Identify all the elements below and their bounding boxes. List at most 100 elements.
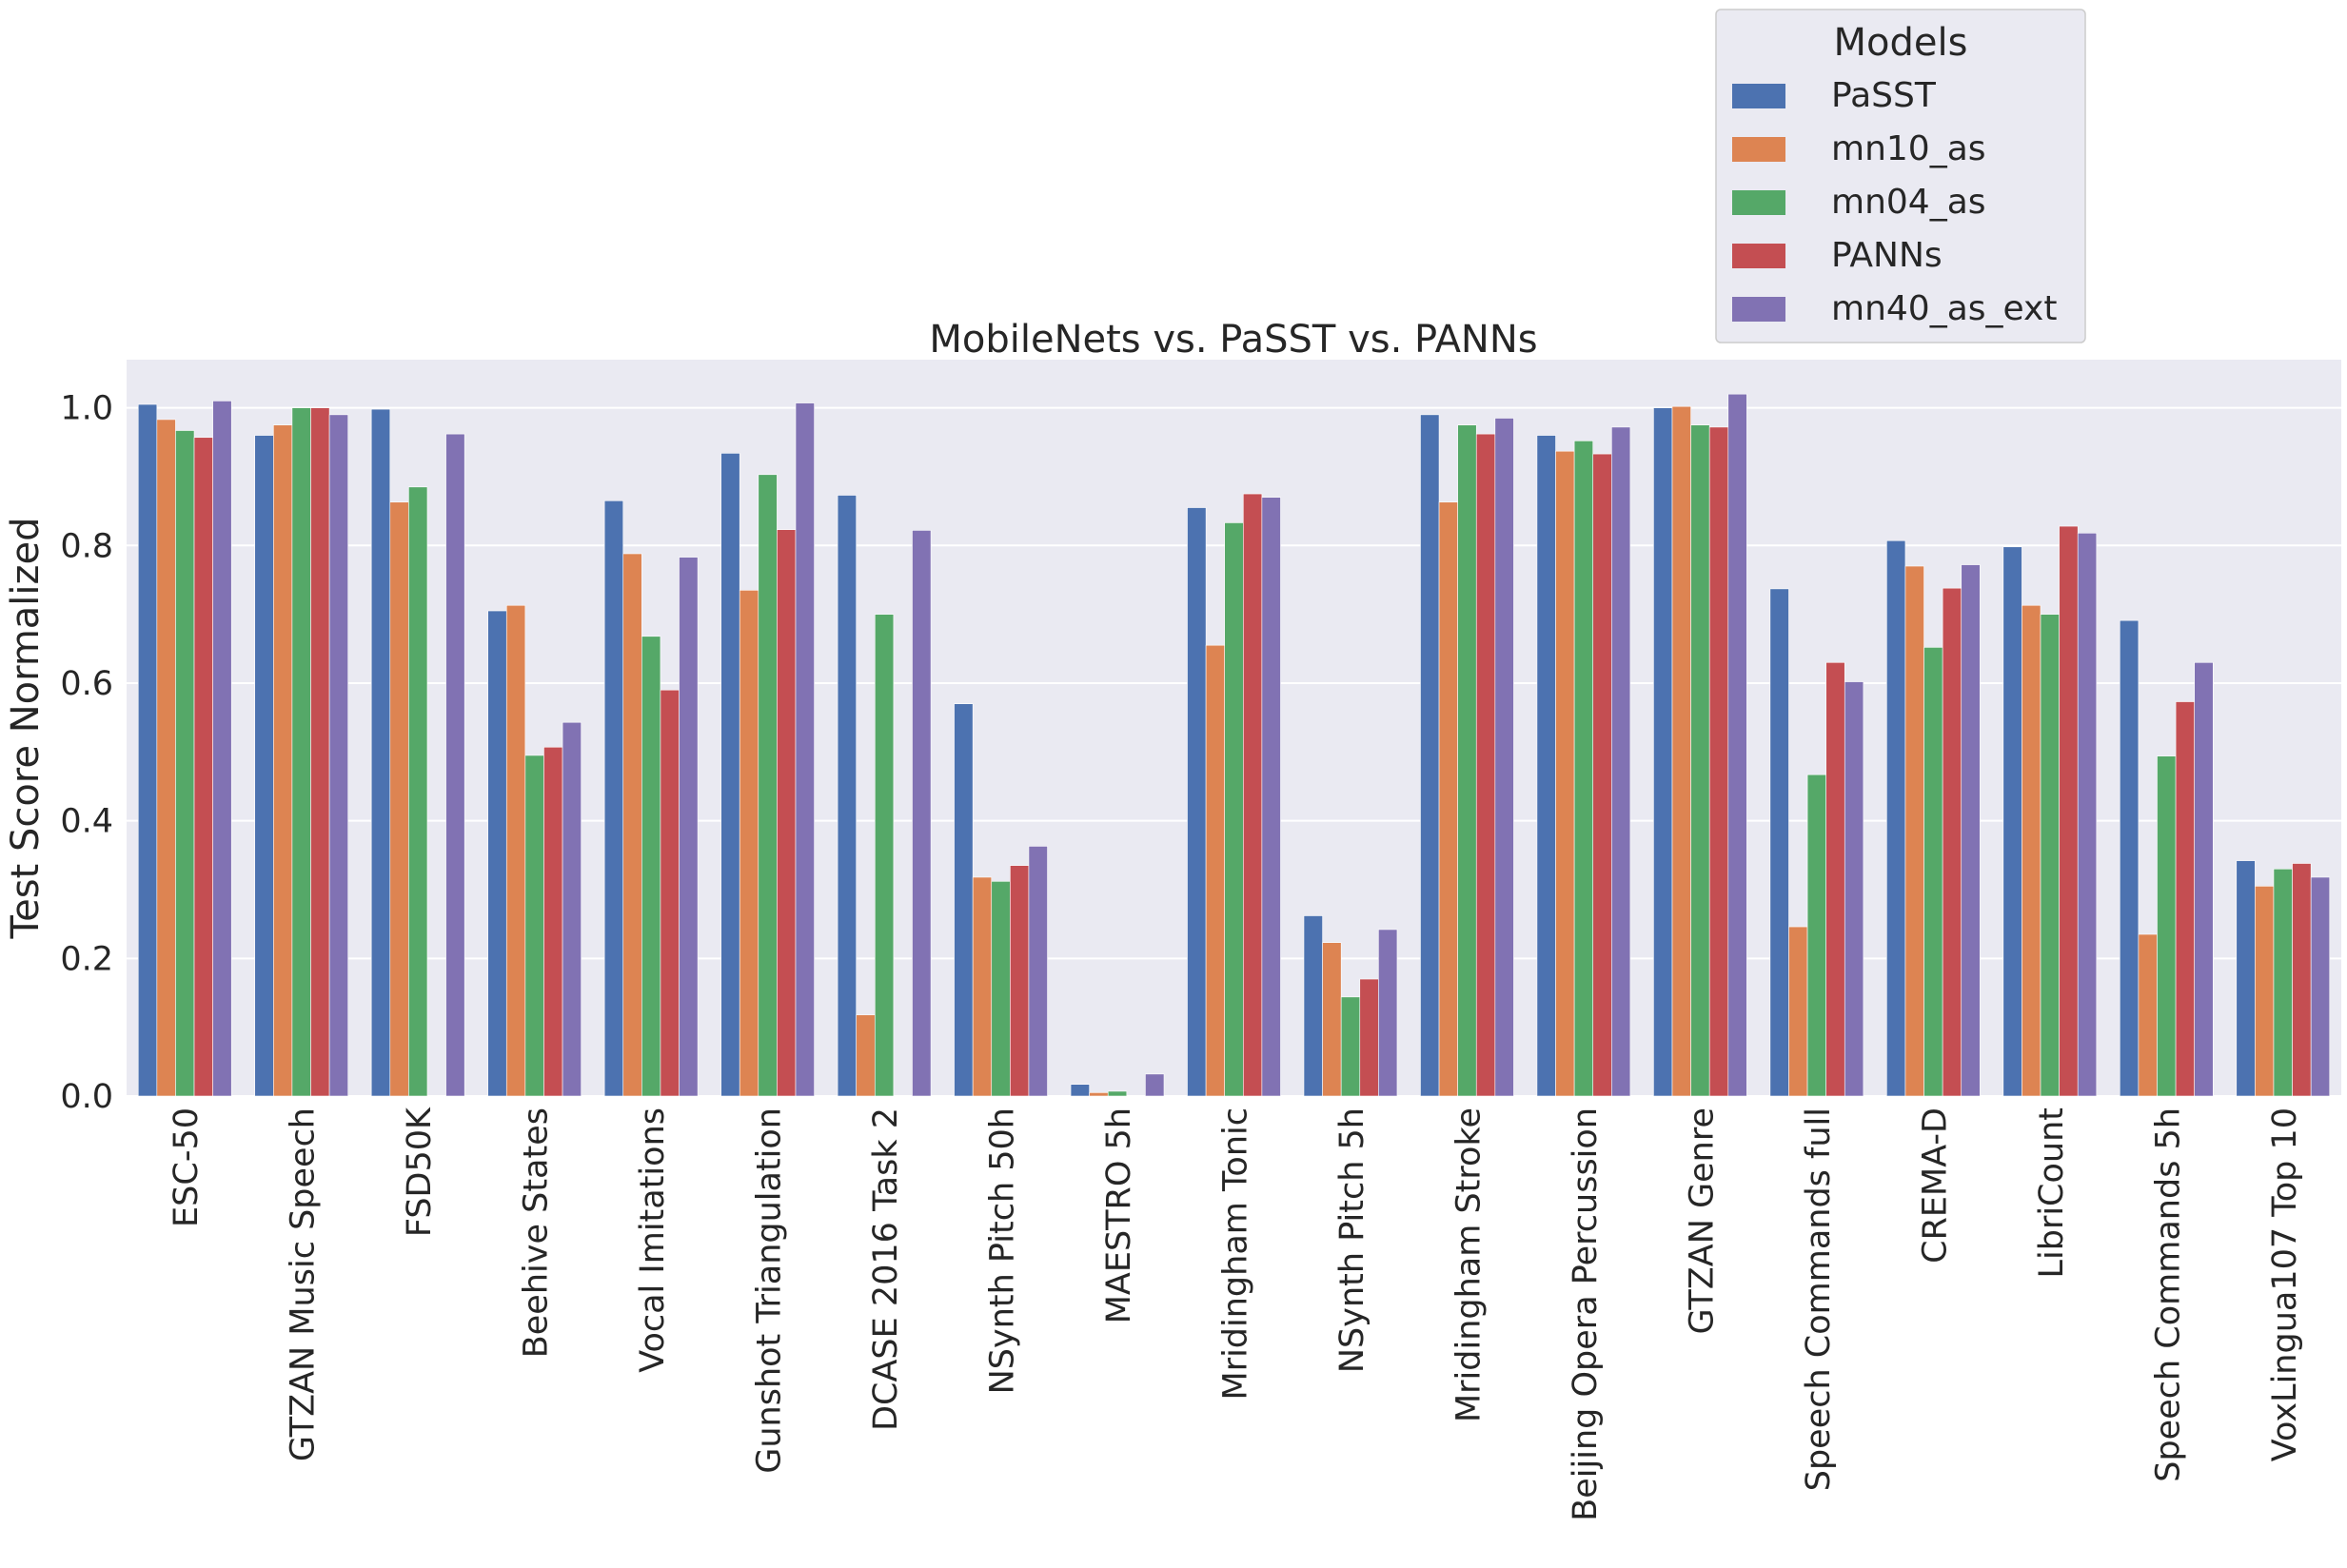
- bar-mn10-as: [1438, 501, 1458, 1097]
- bar-mn40-as-ext: [562, 721, 582, 1097]
- bar-mn40-as-ext: [2194, 661, 2214, 1097]
- x-tick-label: FSD50K: [401, 1107, 439, 1237]
- x-tick-label: Beehive States: [518, 1107, 556, 1358]
- bar-mn10-as: [1555, 450, 1575, 1097]
- bar-mn10-as: [1671, 405, 1691, 1097]
- bar-mn10-as: [1322, 942, 1342, 1097]
- legend-items: PaSST mn10_as mn04_as PANNs mn40_as_ext: [1732, 76, 2057, 328]
- bar-mn40-as-ext: [1961, 564, 1981, 1097]
- chart-title: MobileNets vs. PaSST vs. PANNs: [929, 318, 1537, 362]
- legend: Models PaSST mn10_as mn04_as PANNs mn40_as_e…: [1715, 9, 2086, 343]
- x-tick-label: Vocal Imitations: [634, 1107, 672, 1373]
- y-tick-label: 0.2: [60, 940, 113, 978]
- bar-panns: [777, 529, 797, 1097]
- y-tick-label: 0.0: [60, 1078, 113, 1116]
- x-ticks: ESC-50 GTZAN Music Speech FSD50K Beehive St…: [168, 1107, 2304, 1521]
- bar-mn10-as: [1788, 926, 1808, 1097]
- bar-mn04-as: [1457, 424, 1477, 1097]
- bar-panns: [1825, 661, 1845, 1097]
- bar-mn04-as: [1107, 1090, 1128, 1097]
- legend-swatch: [1732, 137, 1785, 162]
- bar-mn04-as: [1340, 996, 1361, 1097]
- y-tick-label: 0.4: [60, 803, 113, 841]
- y-axis-label: Test Score Normalized: [4, 517, 48, 939]
- x-tick-label: GTZAN Music Speech: [285, 1107, 323, 1461]
- bar-mn10-as: [1205, 644, 1226, 1097]
- legend-label: mn10_as: [1831, 129, 1986, 168]
- bar-passt: [1070, 1084, 1090, 1097]
- bar-mn04-as: [291, 407, 311, 1097]
- y-tick-label: 0.6: [60, 665, 113, 703]
- bar-mn40-as-ext: [1494, 418, 1514, 1097]
- bar-mn10-as: [389, 501, 409, 1097]
- bar-panns: [2059, 525, 2079, 1097]
- legend-swatch: [1732, 190, 1785, 215]
- legend-swatch: [1732, 84, 1785, 108]
- legend-title: Models: [1834, 21, 1968, 65]
- bar-mn10-as: [2022, 604, 2041, 1097]
- bar-panns: [2175, 701, 2195, 1097]
- bar-mn04-as: [1923, 647, 1943, 1097]
- bar-passt: [1187, 507, 1207, 1097]
- x-tick-label: NSynth Pitch 50h: [984, 1107, 1022, 1394]
- bar-mn04-as: [2157, 755, 2177, 1097]
- bar-mn40-as-ext: [1378, 929, 1398, 1097]
- legend-box: [1715, 9, 2086, 343]
- bar-panns: [2292, 863, 2312, 1097]
- bar-mn40-as-ext: [445, 433, 465, 1097]
- bar-mn04-as: [175, 430, 195, 1097]
- legend-label: mn04_as: [1831, 183, 1986, 222]
- bar-passt: [2236, 860, 2256, 1097]
- bar-passt: [487, 610, 507, 1097]
- x-tick-label: MAESTRO 5h: [1100, 1107, 1138, 1323]
- bar-mn10-as: [1089, 1092, 1109, 1097]
- x-tick-label: Beijing Opera Percussion: [1567, 1107, 1605, 1521]
- bar-mn40-as-ext: [2077, 532, 2098, 1097]
- bars: [137, 393, 2331, 1097]
- bar-passt: [370, 408, 391, 1097]
- x-tick-label: GTZAN Genre: [1683, 1107, 1721, 1334]
- bar-mn40-as-ext: [1844, 681, 1864, 1097]
- bar-mn04-as: [758, 474, 778, 1097]
- bar-mn04-as: [1806, 774, 1826, 1097]
- bar-mn04-as: [2040, 614, 2060, 1097]
- bar-panns: [543, 746, 563, 1097]
- y-tick-label: 1.0: [60, 390, 113, 428]
- bar-mn10-as: [505, 604, 526, 1097]
- bar-passt: [2120, 619, 2140, 1097]
- bar-passt: [1886, 539, 1906, 1097]
- bar-mn40-as-ext: [795, 402, 815, 1097]
- x-tick-label: Gunshot Triangulation: [751, 1107, 789, 1474]
- bar-panns: [1942, 587, 1962, 1097]
- bar-passt: [137, 403, 158, 1097]
- bar-passt: [1303, 915, 1323, 1097]
- x-tick-label: DCASE 2016 Task 2: [867, 1107, 905, 1431]
- bar-panns: [1475, 433, 1496, 1097]
- bar-mn04-as: [1690, 424, 1710, 1097]
- legend-label: PANNs: [1831, 236, 1943, 275]
- bar-mn40-as-ext: [328, 414, 349, 1097]
- legend-swatch: [1732, 297, 1785, 322]
- x-tick-label: ESC-50: [168, 1107, 206, 1227]
- bar-mn10-as: [856, 1014, 876, 1097]
- bar-mn10-as: [273, 424, 293, 1097]
- bar-mn04-as: [408, 486, 428, 1097]
- bar-passt: [1769, 588, 1789, 1097]
- bar-mn40-as-ext: [1611, 426, 1631, 1097]
- bar-passt: [2002, 546, 2022, 1097]
- x-tick-label: NSynth Pitch 5h: [1333, 1107, 1371, 1373]
- bar-mn40-as-ext: [679, 557, 699, 1097]
- x-tick-label: Mridingham Stroke: [1450, 1107, 1488, 1422]
- bar-mn10-as: [156, 419, 176, 1097]
- legend-label: mn40_as_ext: [1831, 289, 2057, 328]
- bar-mn04-as: [524, 755, 544, 1097]
- bar-passt: [720, 453, 740, 1097]
- legend-label: PaSST: [1831, 76, 1937, 115]
- bar-mn40-as-ext: [912, 530, 932, 1097]
- x-tick-label: Speech Commands full: [1800, 1107, 1838, 1491]
- bar-mn40-as-ext: [1145, 1073, 1165, 1097]
- bar-mn10-as: [972, 876, 993, 1097]
- bar-mn10-as: [739, 590, 759, 1097]
- bar-mn40-as-ext: [2310, 876, 2331, 1097]
